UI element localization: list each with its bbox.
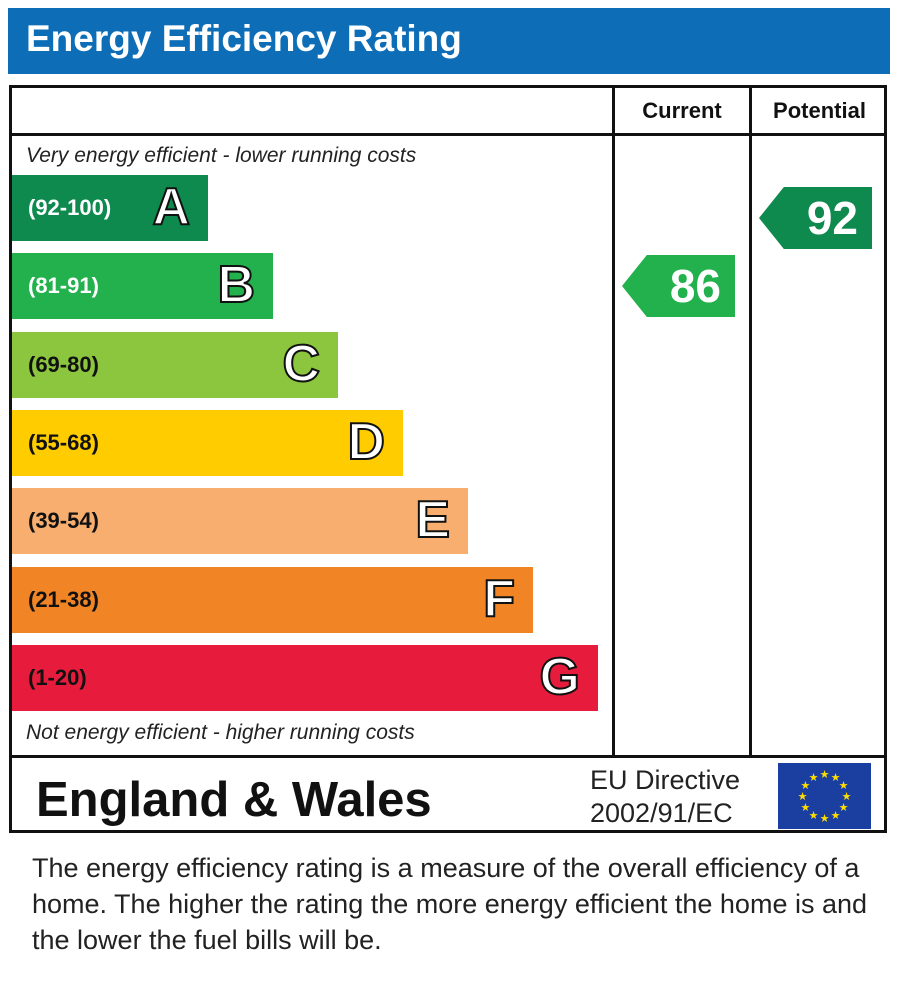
band-f-letter: F [482, 569, 516, 628]
eu-star-icon: ★ [809, 771, 819, 784]
eu-star-icon: ★ [839, 779, 849, 792]
band-b: (81-91) B [12, 253, 273, 319]
band-g-range: (1-20) [28, 665, 87, 690]
top-note: Very energy efficient - lower running co… [26, 144, 417, 167]
rating-frame [9, 85, 887, 833]
eu-directive-line2: 2002/91/EC [590, 798, 733, 828]
eu-star-icon: ★ [820, 812, 830, 825]
eu-star-icon: ★ [798, 790, 808, 803]
eu-star-icon: ★ [839, 801, 849, 814]
current-rating-value: 86 [669, 260, 721, 312]
chart-title: Energy Efficiency Rating [26, 18, 462, 59]
band-d-letter: D [346, 412, 386, 471]
potential-column-header: Potential [773, 98, 866, 123]
band-g: (1-20) G [12, 645, 598, 711]
eu-star-icon: ★ [842, 790, 852, 803]
current-rating-arrow: 86 [622, 255, 735, 317]
band-b-range: (81-91) [28, 273, 99, 298]
region-label: England & Wales [36, 773, 432, 827]
header-row-divider [9, 133, 887, 136]
title-banner: Energy Efficiency Rating [8, 8, 890, 74]
band-a-range: (92-100) [28, 195, 112, 220]
band-a: (92-100) A [12, 175, 208, 241]
band-e-range: (39-54) [28, 508, 99, 533]
band-c: (69-80) C [12, 332, 338, 398]
band-d-range: (55-68) [28, 430, 99, 455]
band-d: (55-68) D [12, 410, 403, 476]
band-g-letter: G [539, 647, 581, 706]
band-e-letter: E [414, 490, 451, 549]
current-column-header: Current [642, 98, 722, 123]
eu-star-icon: ★ [831, 771, 841, 784]
potential-rating-arrow: 92 [759, 187, 872, 249]
band-c-range: (69-80) [28, 352, 99, 377]
eu-star-icon: ★ [809, 809, 819, 822]
footer-row-divider [9, 755, 887, 758]
eu-star-icon: ★ [831, 809, 841, 822]
band-a-letter: A [151, 177, 191, 236]
bottom-note: Not energy efficient - higher running co… [26, 721, 415, 744]
description-text: The energy efficiency rating is a measur… [32, 853, 868, 955]
current-column-divider [612, 85, 615, 757]
band-e: (39-54) E [12, 488, 468, 554]
potential-column-divider [749, 85, 752, 757]
band-f: (21-38) F [12, 567, 533, 633]
potential-rating-value: 92 [806, 192, 858, 244]
band-b-letter: B [216, 255, 256, 314]
eu-flag-icon: ★ ★ ★ ★ ★ ★ ★ ★ ★ ★ ★ ★ [778, 763, 871, 829]
eu-directive: EU Directive 2002/91/EC [590, 764, 740, 830]
eu-star-icon: ★ [801, 779, 811, 792]
band-f-range: (21-38) [28, 587, 99, 612]
eu-directive-line1: EU Directive [590, 765, 741, 795]
eu-star-icon: ★ [801, 801, 811, 814]
eu-star-icon: ★ [820, 768, 830, 781]
band-c-letter: C [281, 334, 321, 393]
